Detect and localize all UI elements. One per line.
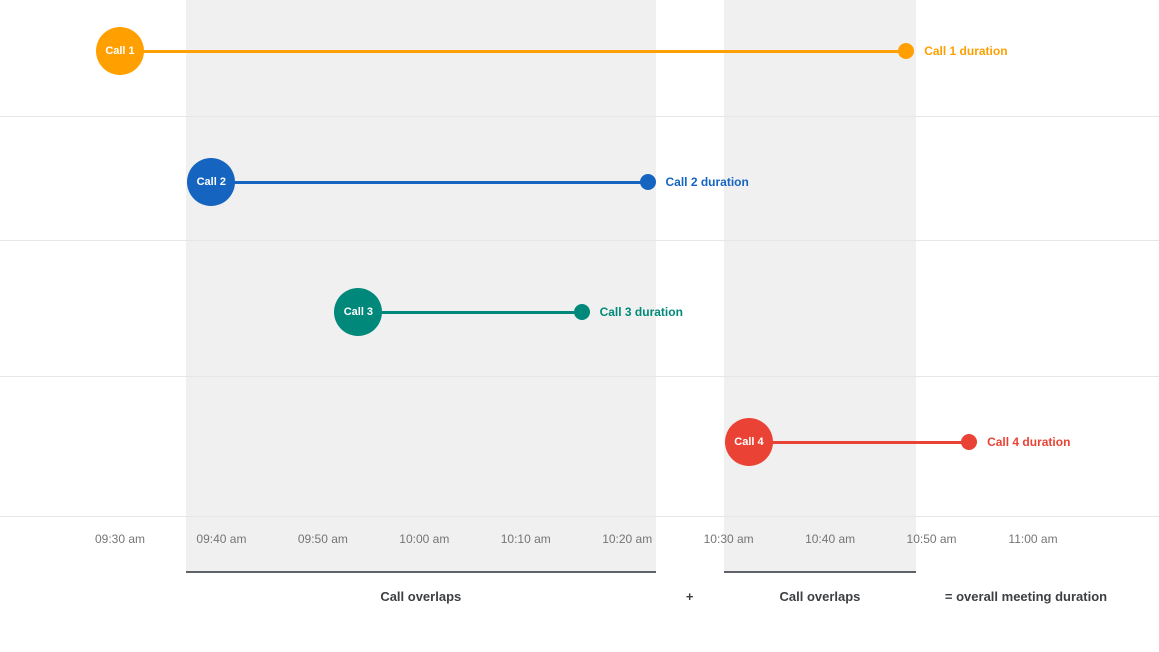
plus-sign: + xyxy=(685,589,694,604)
overlap-underline-2 xyxy=(723,571,917,573)
call-4-start-marker: Call 4 xyxy=(724,418,773,466)
gridline-4 xyxy=(0,516,1159,517)
gridline-2 xyxy=(0,240,1159,241)
call-1-end-marker xyxy=(898,43,915,59)
axis-tick-2: 09:40 am xyxy=(196,532,247,546)
overlap-band-1 xyxy=(185,0,656,572)
call-4-duration-label: Call 4 duration xyxy=(987,435,1071,449)
call-2-duration-line xyxy=(211,180,648,184)
call-2-start-marker: Call 2 xyxy=(187,158,236,206)
overlap-underline-1 xyxy=(185,571,656,573)
overall-duration-label: = overall meeting duration xyxy=(944,589,1108,604)
call-3-duration-label: Call 3 duration xyxy=(599,305,683,319)
axis-tick-5: 10:10 am xyxy=(500,532,551,546)
call-1-start-marker: Call 1 xyxy=(96,27,144,75)
overlap-label-left: Call overlaps xyxy=(380,589,462,604)
call-4-duration-line xyxy=(748,440,970,444)
overlap-band-2 xyxy=(723,0,917,572)
axis-tick-8: 10:40 am xyxy=(805,532,856,546)
overlap-label-right: Call overlaps xyxy=(779,589,861,604)
gridline-1 xyxy=(0,116,1159,117)
call-2-end-marker xyxy=(639,174,656,190)
call-1-duration-label: Call 1 duration xyxy=(924,44,1008,58)
axis-tick-4: 10:00 am xyxy=(399,532,450,546)
axis-tick-7: 10:30 am xyxy=(703,532,754,546)
call-4-end-marker xyxy=(961,434,978,450)
axis-tick-9: 10:50 am xyxy=(906,532,957,546)
axis-tick-10: 11:00 am xyxy=(1008,532,1058,546)
call-3-start-marker: Call 3 xyxy=(334,288,383,336)
gridline-3 xyxy=(0,376,1159,377)
axis-tick-6: 10:20 am xyxy=(602,532,653,546)
call-2-duration-label: Call 2 duration xyxy=(665,175,749,189)
call-3-duration-line xyxy=(358,310,582,314)
call-1-duration-line xyxy=(120,49,907,53)
axis-tick-3: 09:50 am xyxy=(297,532,348,546)
axis-tick-1: 09:30 am xyxy=(94,532,146,546)
call-3-end-marker xyxy=(573,304,590,320)
